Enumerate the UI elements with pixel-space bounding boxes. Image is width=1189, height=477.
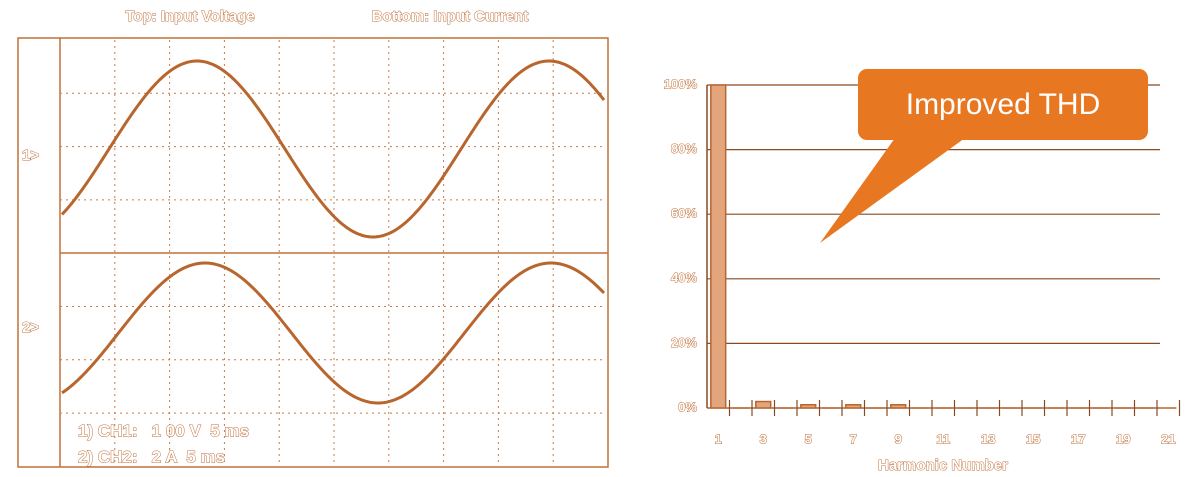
y-tick-label: 100% <box>664 76 698 91</box>
y-tick-label: 80% <box>671 141 697 156</box>
bar <box>756 402 771 408</box>
x-tick-label: 9 <box>895 431 902 446</box>
page: Top: Input Voltage Bottom: Input Current… <box>0 0 1189 477</box>
bar <box>846 405 861 408</box>
callout-pointer <box>820 138 965 243</box>
y-tick-label: 60% <box>671 206 697 221</box>
oscilloscope: Top: Input Voltage Bottom: Input Current… <box>18 8 608 467</box>
bar <box>891 405 906 408</box>
x-axis-label: Harmonic Number <box>878 457 1008 474</box>
x-tick-label: 13 <box>981 431 995 446</box>
channel-marker: 2> <box>22 319 39 336</box>
x-tick-label: 11 <box>936 431 950 446</box>
x-tick-label: 19 <box>1116 431 1130 446</box>
annotation: Improved THD <box>906 88 1101 121</box>
bar <box>801 405 816 408</box>
y-tick-label: 20% <box>671 335 697 350</box>
channel-setting: 2) CH2: 2 A 5 ms <box>78 447 225 466</box>
x-tick-label: 17 <box>1071 431 1085 446</box>
bar <box>711 85 726 408</box>
x-tick-label: 1 <box>715 431 722 446</box>
x-tick-label: 3 <box>760 431 767 446</box>
x-tick-label: 15 <box>1026 431 1040 446</box>
x-tick-label: 7 <box>850 431 857 446</box>
channel-marker: 1> <box>22 147 39 164</box>
y-tick-label: 40% <box>671 270 697 285</box>
x-tick-label: 21 <box>1161 431 1175 446</box>
channel-setting: 1) CH1: 1 00 V 5 ms <box>78 421 249 440</box>
x-tick-label: 5 <box>805 431 812 446</box>
y-tick-label: 0% <box>678 399 697 414</box>
scope-title: Top: Input Voltage <box>125 8 254 25</box>
scope-title: Bottom: Input Current <box>372 8 529 25</box>
